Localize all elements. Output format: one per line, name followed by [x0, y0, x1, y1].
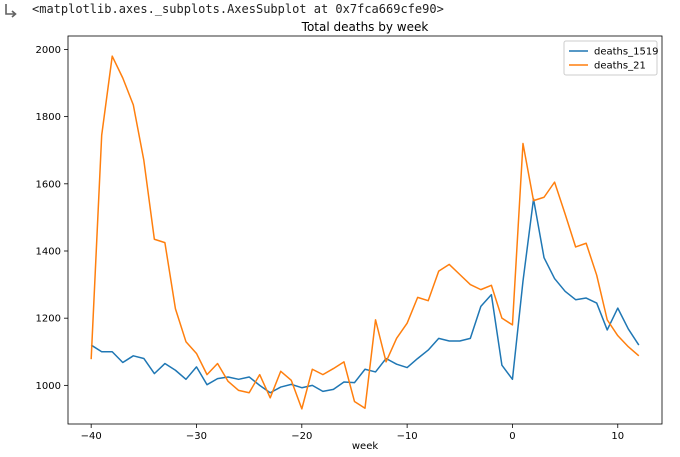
legend: deaths_1519 deaths_21: [563, 40, 659, 76]
y-tick-label: 1200: [36, 314, 61, 325]
axis-ticks: −40 −30 −20 −10 0 10 1000 1200 1400 1600 1800 2000: [36, 45, 625, 442]
x-tick-label: −40: [81, 431, 102, 442]
output-repr-text: <matplotlib.axes._subplots.AxesSubplot a…: [32, 2, 444, 16]
legend-box: [563, 40, 658, 76]
cell-output-row: <matplotlib.axes._subplots.AxesSubplot a…: [0, 0, 680, 18]
x-tick-label: −30: [186, 431, 207, 442]
x-tick-label: 10: [611, 431, 624, 442]
series-layer: [90, 55, 640, 410]
x-tick-label: 0: [509, 431, 515, 442]
y-tick-label: 1600: [36, 179, 61, 190]
legend-label-deaths_1519: deaths_1519: [594, 47, 659, 58]
y-tick-label: 1000: [36, 381, 61, 392]
y-tick-label: 1400: [36, 246, 61, 257]
legend-label-deaths_21: deaths_21: [594, 61, 646, 72]
chart-title: Total deaths by week: [301, 20, 429, 34]
series-line-deaths_1519: [90, 198, 640, 394]
y-tick-label: 1800: [36, 112, 61, 123]
output-arrow-icon[interactable]: [4, 2, 20, 18]
x-axis-label: week: [352, 441, 378, 452]
x-tick-label: −10: [397, 431, 418, 442]
series-line-deaths_21: [90, 55, 640, 410]
y-tick-label: 2000: [36, 45, 61, 56]
axes-frame: [67, 35, 663, 425]
x-tick-label: −20: [291, 431, 312, 442]
